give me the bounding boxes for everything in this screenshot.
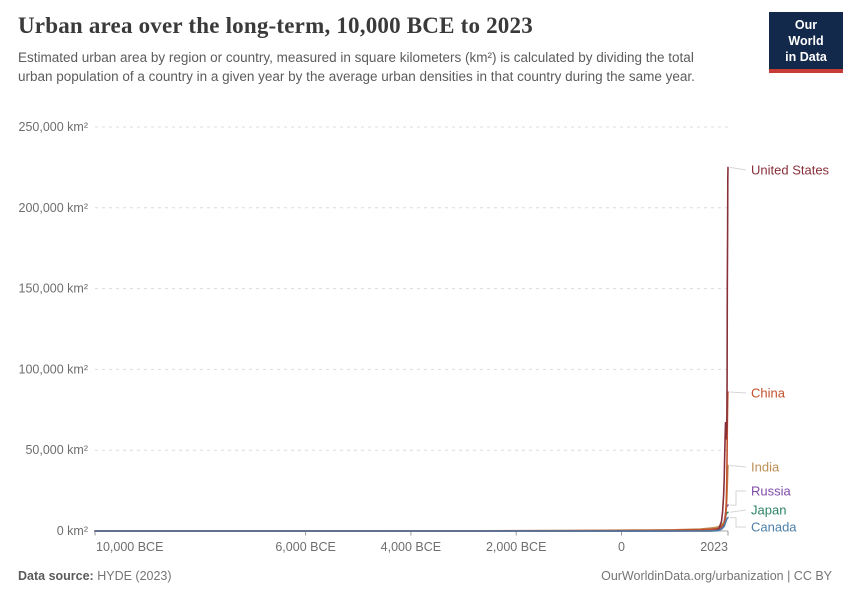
series-line-india[interactable] <box>94 464 729 532</box>
series-leader-line <box>729 465 747 468</box>
chart-title: Urban area over the long-term, 10,000 BC… <box>18 13 533 38</box>
x-axis-tick-label: 10,000 BCE <box>96 540 163 554</box>
owid-logo[interactable]: Our World in Data <box>769 12 843 73</box>
y-axis-tick-label: 200,000 km² <box>19 201 88 215</box>
x-axis-tick-label: 4,000 BCE <box>381 540 441 554</box>
series-label-russia[interactable]: Russia <box>751 484 792 499</box>
y-axis-tick-label: 250,000 km² <box>19 120 88 134</box>
y-axis-tick-label: 0 km² <box>57 524 88 538</box>
chart-footer: Data source: HYDE (2023) OurWorldinData.… <box>18 569 832 583</box>
owid-logo-line2: in Data <box>785 50 827 64</box>
data-source-label: Data source: <box>18 569 94 583</box>
x-axis-tick-label: 2023 <box>700 540 728 554</box>
y-axis-tick-label: 100,000 km² <box>19 362 88 376</box>
series-label-canada[interactable]: Canada <box>751 520 797 535</box>
series-label-china[interactable]: China <box>751 386 786 401</box>
y-axis-tick-label: 50,000 km² <box>25 443 88 457</box>
chart-subtitle: Estimated urban area by region or countr… <box>18 50 695 85</box>
x-axis-tick-label: 6,000 BCE <box>275 540 335 554</box>
series-line-united-states[interactable] <box>94 166 729 532</box>
attribution-note: OurWorldinData.org/urbanization | CC BY <box>601 569 832 583</box>
data-source-value: HYDE (2023) <box>93 569 172 583</box>
series-leader-line <box>730 517 746 528</box>
owid-logo-line1: Our World <box>788 18 824 48</box>
series-leader-line <box>729 166 747 171</box>
y-axis-tick-label: 150,000 km² <box>19 282 88 296</box>
series-label-india[interactable]: India <box>751 460 780 475</box>
data-source-note: Data source: HYDE (2023) <box>18 569 172 583</box>
series-label-united-states[interactable]: United States <box>751 163 830 178</box>
series-leader-line <box>729 509 747 513</box>
series-leader-line <box>729 391 747 394</box>
x-axis-tick-label: 2,000 BCE <box>486 540 546 554</box>
series-line-russia[interactable] <box>94 504 729 532</box>
series-line-china[interactable] <box>94 391 729 532</box>
series-line-japan[interactable] <box>94 511 729 532</box>
chart-header: Urban area over the long-term, 10,000 BC… <box>18 13 832 86</box>
x-axis-tick-label: 0 <box>618 540 625 554</box>
series-label-japan[interactable]: Japan <box>751 503 786 518</box>
series-line-canada[interactable] <box>94 516 729 532</box>
series-leader-line <box>730 490 746 506</box>
